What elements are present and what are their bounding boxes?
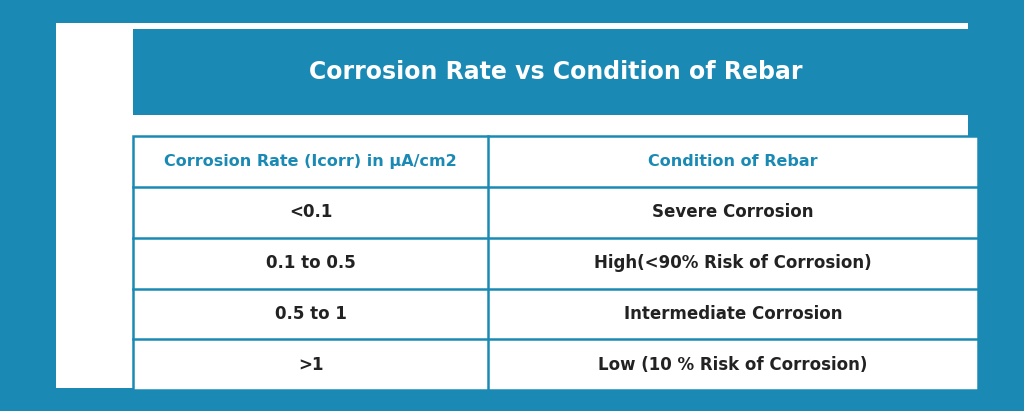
Text: Intermediate Corrosion: Intermediate Corrosion bbox=[624, 305, 842, 323]
Bar bbox=[133, 29, 978, 115]
Bar bbox=[133, 136, 978, 390]
Text: >1: >1 bbox=[298, 356, 324, 374]
Text: Severe Corrosion: Severe Corrosion bbox=[652, 203, 814, 221]
Text: Corrosion Rate vs Condition of Rebar: Corrosion Rate vs Condition of Rebar bbox=[309, 60, 802, 84]
Text: Condition of Rebar: Condition of Rebar bbox=[648, 154, 818, 169]
Text: Corrosion Rate (Icorr) in μA/cm2: Corrosion Rate (Icorr) in μA/cm2 bbox=[164, 154, 457, 169]
Text: 0.1 to 0.5: 0.1 to 0.5 bbox=[265, 254, 355, 272]
Text: 0.5 to 1: 0.5 to 1 bbox=[274, 305, 346, 323]
Bar bbox=[56, 23, 968, 388]
Text: High(<90% Risk of Corrosion): High(<90% Risk of Corrosion) bbox=[594, 254, 871, 272]
Text: <0.1: <0.1 bbox=[289, 203, 332, 221]
Text: Low (10 % Risk of Corrosion): Low (10 % Risk of Corrosion) bbox=[598, 356, 867, 374]
